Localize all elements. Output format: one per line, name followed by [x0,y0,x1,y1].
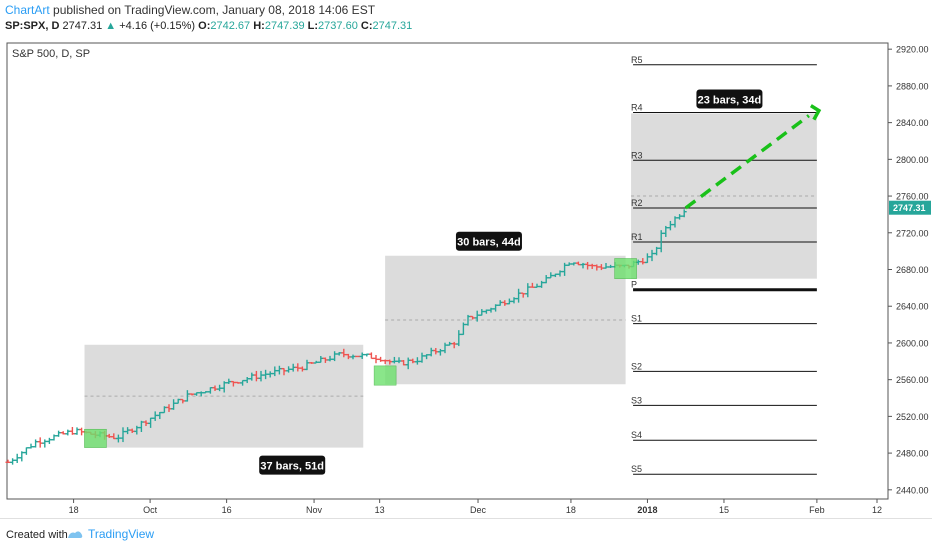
x-tick-label: Nov [306,505,323,515]
publish-info: published on TradingView.com, January 08… [53,3,376,17]
y-tick-label: 2840.00 [896,118,929,128]
high-label: H: [253,20,265,32]
high-value: 2747.39 [264,20,305,32]
chart-header: ChartArt published on TradingView.com, J… [0,0,932,40]
x-tick-label: 18 [566,505,576,515]
x-tick-label: 16 [222,505,232,515]
pivot-label-r5: R5 [631,55,643,65]
x-tick-label: 18 [69,505,79,515]
x-tick-label: Dec [470,505,487,515]
range-label-3: 23 bars, 34d [698,94,762,106]
pivot-label-r2: R2 [631,198,643,208]
range-label-bg-2 [455,231,522,251]
pivot-label-s2: S2 [631,361,642,371]
symbol-label: SP:SPX, D [5,20,60,32]
author-link[interactable]: ChartArt [5,3,50,17]
tradingview-logo-icon [68,531,83,538]
range-label-bg-1 [259,455,326,475]
projection-arrow-head [809,104,822,121]
publish-line: ChartArt published on TradingView.com, J… [5,3,375,17]
chart-title: S&P 500, D, SP [12,48,90,60]
last-price-badge-label: 2747.31 [893,203,926,213]
range-label-bg-3 [696,89,763,109]
range-label-2: 30 bars, 44d [457,237,521,249]
close-value: 2747.31 [372,20,413,32]
open-value: 2742.67 [210,20,251,32]
close-label: C: [360,20,373,32]
footer: Created with TradingView [0,518,932,551]
y-tick-label: 2800.00 [896,155,929,165]
pivot-label-r1: R1 [631,232,643,242]
up-arrow-icon: ▲ [105,20,117,32]
pivot-label-p: P [631,280,637,290]
x-tick-label: Feb [809,505,825,515]
highlight-box-3 [614,258,637,279]
pivot-label-s1: S1 [631,314,642,324]
x-tick-label: 15 [719,505,729,515]
x-tick-label: 2018 [637,505,657,515]
last-price: 2747.31 [62,20,103,32]
last-price-badge [889,200,931,215]
y-tick-label: 2480.00 [896,449,929,459]
y-tick-label: 2880.00 [896,81,929,91]
x-tick-label: Oct [143,505,158,515]
highlight-box-1 [84,428,107,448]
highlight-box-2 [373,365,397,386]
y-tick-label: 2440.00 [896,485,929,495]
range-label-1: 37 bars, 51d [260,461,324,473]
pivot-label-r3: R3 [631,150,643,160]
x-tick-label: 13 [375,505,385,515]
low-value: 2737.60 [318,20,358,32]
pivot-label-s3: S3 [631,395,642,405]
y-tick-label: 2520.00 [896,412,929,422]
ohlc-line: SP:SPX, D 2747.31 ▲ +4.16 (+0.15%) O:274… [5,20,412,32]
y-tick-label: 2560.00 [896,375,929,385]
change-value: +4.16 (+0.15%) [119,20,196,32]
low-label: L: [307,20,319,32]
pivot-label-s4: S4 [631,430,642,440]
y-tick-label: 2680.00 [896,265,929,275]
tradingview-label: TradingView [88,527,155,541]
y-tick-label: 2920.00 [896,45,929,55]
open-label: O: [198,20,211,32]
x-tick-label: 12 [872,505,882,515]
projection-arrow-line [684,114,810,210]
y-tick-label: 2600.00 [896,338,929,348]
pivot-label-r4: R4 [631,103,643,113]
price-chart[interactable]: S&P 500, D, SP R5 R4 R3 R2 R1 P S1 S2 S3 S4 S5 37 ba… [0,40,932,518]
y-tick-label: 2760.00 [896,192,929,202]
created-with-text: Created with [6,529,68,541]
tradingview-link[interactable]: TradingView [66,527,154,541]
y-tick-label: 2720.00 [896,228,929,238]
chart-area[interactable]: S&P 500, D, SP R5 R4 R3 R2 R1 P S1 S2 S3 S4 S5 37 ba… [0,40,932,518]
pivot-label-s5: S5 [631,464,642,474]
y-tick-label: 2640.00 [896,302,929,312]
plot-frame [6,42,889,500]
